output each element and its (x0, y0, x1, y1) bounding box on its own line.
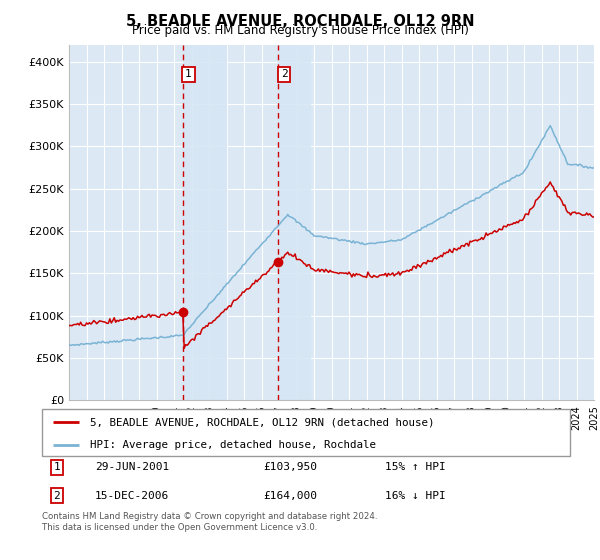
Text: HPI: Average price, detached house, Rochdale: HPI: Average price, detached house, Roch… (89, 440, 376, 450)
Text: £164,000: £164,000 (264, 491, 318, 501)
Text: 5, BEADLE AVENUE, ROCHDALE, OL12 9RN: 5, BEADLE AVENUE, ROCHDALE, OL12 9RN (126, 14, 474, 29)
Text: 5, BEADLE AVENUE, ROCHDALE, OL12 9RN (detached house): 5, BEADLE AVENUE, ROCHDALE, OL12 9RN (de… (89, 417, 434, 427)
Text: 2: 2 (53, 491, 61, 501)
Text: 16% ↓ HPI: 16% ↓ HPI (385, 491, 446, 501)
Text: £103,950: £103,950 (264, 463, 318, 473)
Bar (278, 45, 310, 400)
Text: Contains HM Land Registry data © Crown copyright and database right 2024.
This d: Contains HM Land Registry data © Crown c… (42, 512, 377, 532)
Text: 1: 1 (53, 463, 61, 473)
Text: 1: 1 (185, 69, 192, 80)
Text: 2: 2 (281, 69, 287, 80)
Text: 15% ↑ HPI: 15% ↑ HPI (385, 463, 446, 473)
Text: Price paid vs. HM Land Registry's House Price Index (HPI): Price paid vs. HM Land Registry's House … (131, 24, 469, 37)
Text: 15-DEC-2006: 15-DEC-2006 (95, 491, 169, 501)
Text: 29-JUN-2001: 29-JUN-2001 (95, 463, 169, 473)
Bar (182, 45, 226, 400)
